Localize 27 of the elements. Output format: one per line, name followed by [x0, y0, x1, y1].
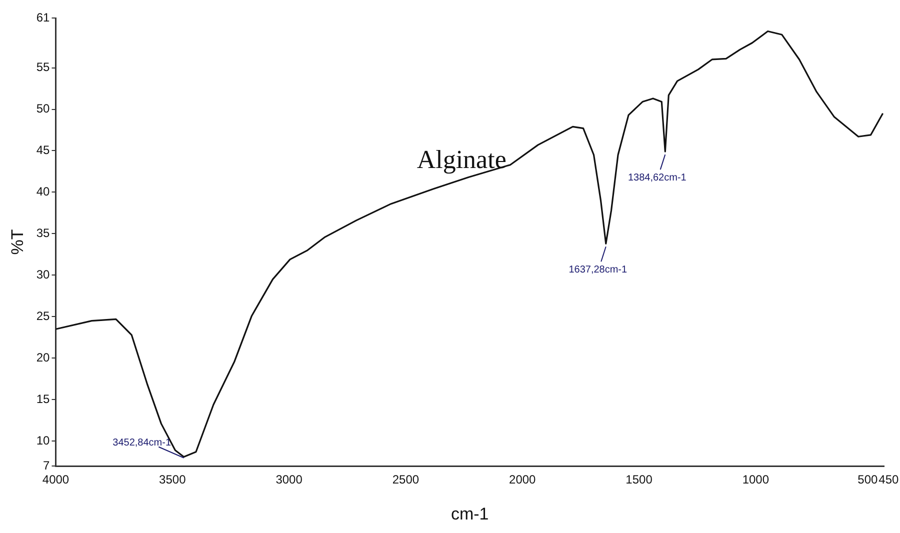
x-tick-label: 2000 — [509, 472, 536, 486]
y-tick-label: 20 — [36, 350, 50, 364]
annotation: 1384,62cm-1 — [628, 172, 687, 184]
x-tick-label: 3500 — [159, 472, 186, 486]
y-axis-title: %T — [8, 229, 27, 255]
annotation: 3452,84cm-1 — [112, 438, 172, 449]
y-tick-label: 55 — [36, 60, 50, 74]
y-tick-label: 30 — [36, 268, 50, 282]
x-tick-label: 1500 — [626, 472, 653, 486]
y-tick-label: 10 — [36, 433, 50, 448]
y-tick-label: 25 — [36, 308, 50, 323]
y-tick-label: 50 — [36, 102, 50, 116]
y-tick-label: 61 — [36, 10, 50, 24]
y-tick-label: 35 — [36, 226, 50, 240]
annotation: 1637,28cm-1 — [568, 264, 628, 276]
x-tick-label: 500 — [858, 472, 878, 486]
y-tick-label: 40 — [36, 184, 50, 199]
x-tick-label: 450 — [878, 472, 900, 486]
y-tick-label: 45 — [36, 143, 50, 158]
series-label: Alginate — [416, 145, 506, 174]
x-tick-label: 4000 — [42, 472, 70, 486]
y-tick-label: 15 — [36, 392, 50, 406]
x-tick-label: 3000 — [276, 472, 303, 486]
x-tick-label: 1000 — [742, 472, 770, 486]
y-tick-label: 7 — [43, 458, 50, 472]
x-tick-label: 2500 — [392, 472, 420, 486]
x-axis-title: cm-1 — [450, 504, 489, 524]
